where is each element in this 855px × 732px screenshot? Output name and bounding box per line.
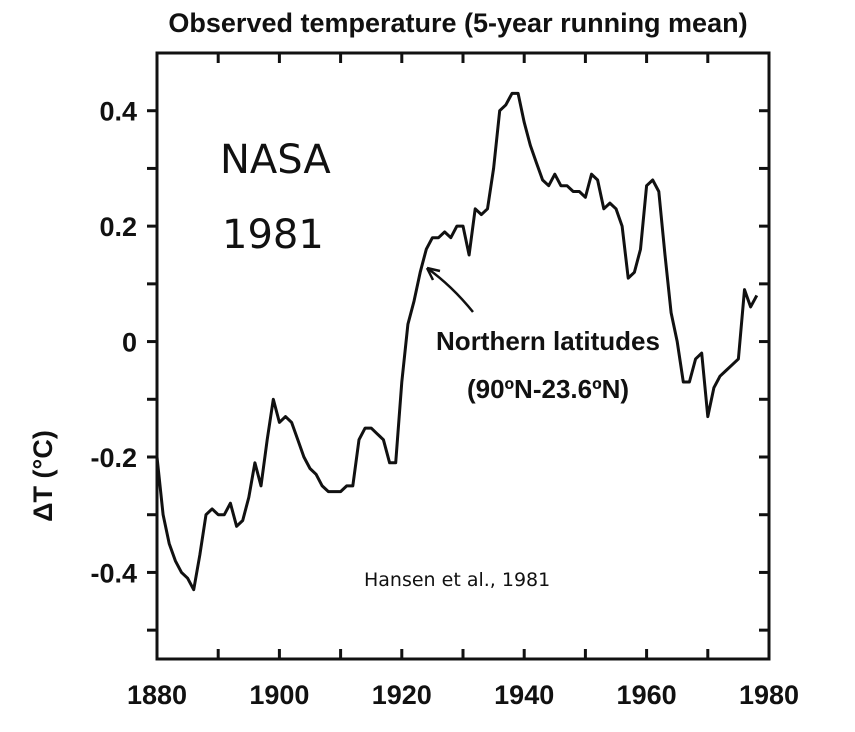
annotation-arrow [426, 266, 474, 313]
chart-title: Observed temperature (5-year running mea… [168, 8, 747, 38]
x-tick-label: 1960 [617, 680, 677, 710]
annotation-arrowhead [425, 266, 441, 281]
y-tick-label: -0.4 [90, 558, 137, 588]
y-tick-label: -0.2 [90, 443, 137, 473]
y-tick-label: 0.4 [99, 97, 137, 127]
y-axis-ticks: 0.4 0.2 0 -0.2 -0.4 [90, 97, 769, 632]
annotation-series-label-1: Northern latitudes [436, 326, 660, 356]
y-tick-label: 0 [122, 328, 137, 358]
annotation-agency: NASA [220, 137, 331, 183]
series-line-northern-latitudes [155, 91, 759, 592]
annotation-citation: Hansen et al., 1981 [364, 569, 550, 591]
x-tick-label: 1980 [739, 680, 799, 710]
x-tick-label: 1940 [494, 680, 554, 710]
x-tick-label: 1880 [127, 680, 187, 710]
annotation-year: 1981 [222, 212, 324, 258]
x-tick-label: 1920 [372, 680, 432, 710]
x-axis-ticks: 1880 1900 1920 1940 1960 1980 [127, 53, 799, 710]
annotation-series-label-2: (90ºN-23.6ºN) [467, 374, 629, 404]
plot-frame [155, 51, 771, 661]
y-axis-label: ΔT (°C) [28, 430, 58, 522]
y-tick-label: 0.2 [99, 212, 137, 242]
x-tick-label: 1900 [249, 680, 309, 710]
